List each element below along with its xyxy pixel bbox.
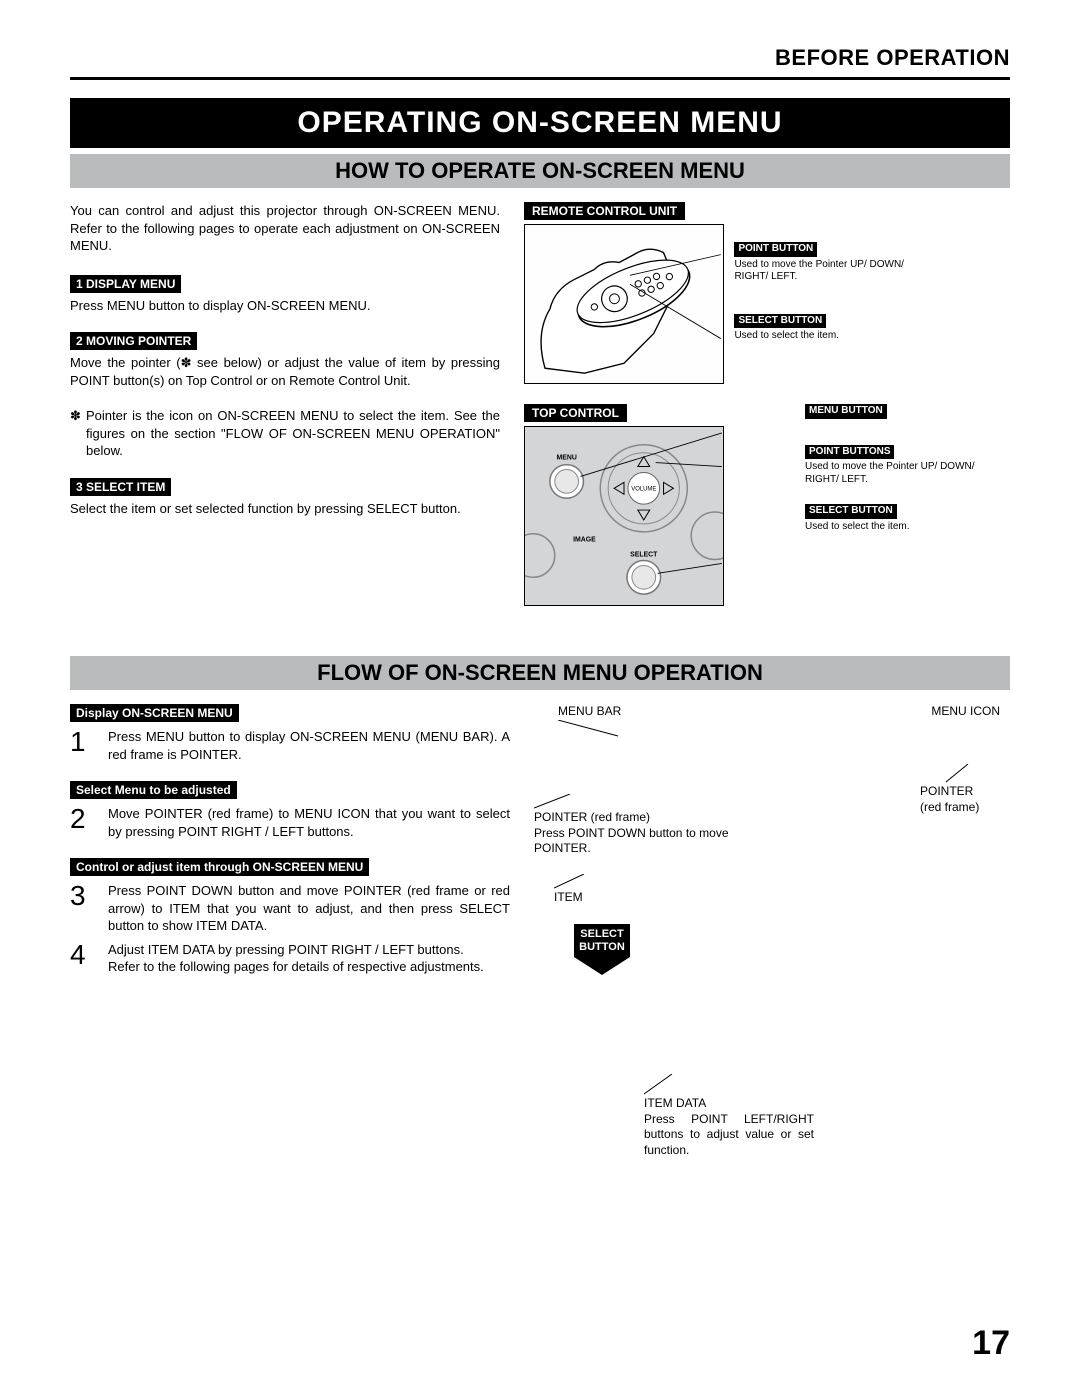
remote-diagram-title: REMOTE CONTROL UNIT [524, 202, 685, 220]
flow-step-1: 1 Press MENU button to display ON-SCREEN… [70, 728, 510, 763]
top-anno3-title: SELECT BUTTON [805, 504, 897, 519]
step2-text: Move the pointer (✽ see below) or adjust… [70, 354, 500, 389]
anno-itemdata: ITEM DATA Press POINT LEFT/RIGHT buttons… [644, 1074, 814, 1158]
top-anno2-title: POINT BUTTONS [805, 445, 894, 460]
top-anno2-text: Used to move the Pointer UP/ DOWN/ RIGHT… [805, 461, 1010, 486]
intro-text: You can control and adjust this projecto… [70, 202, 500, 255]
main-title: OPERATING ON-SCREEN MENU [70, 98, 1010, 148]
flow-num-4: 4 [70, 941, 94, 976]
remote-svg [525, 225, 723, 383]
topcontrol-svg: VOLUME MENU IMAGE SELECT [525, 427, 723, 605]
section1-heading: HOW TO OPERATE ON-SCREEN MENU [70, 154, 1010, 188]
pointer-note: ✽ Pointer is the icon on ON-SCREEN MENU … [70, 407, 500, 460]
anno-pointer2: POINTER (red frame) [920, 764, 1000, 815]
note-body: Pointer is the icon on ON-SCREEN MENU to… [86, 407, 500, 460]
flow-label-3: Control or adjust item through ON-SCREEN… [70, 858, 369, 876]
section1-right: REMOTE CONTROL UNIT [524, 202, 1010, 626]
remote-anno1-text: Used to move the Pointer UP/ DOWN/ RIGHT… [734, 259, 939, 284]
section2-body: Display ON-SCREEN MENU 1 Press MENU butt… [70, 704, 1010, 1164]
anno-item: ITEM [554, 874, 588, 906]
remote-anno2-title: SELECT BUTTON [734, 314, 826, 329]
top-anno3-text: Used to select the item. [805, 521, 1010, 534]
flow-body-1: Press MENU button to display ON-SCREEN M… [108, 728, 510, 763]
flow-body-3: Press POINT DOWN button and move POINTER… [108, 882, 510, 935]
top-anno1-text [805, 421, 1010, 431]
topcontrol-diagram: TOP CONTROL MENU BUTTON POINT BUTTONS Us… [524, 404, 1010, 606]
section1-left: You can control and adjust this projecto… [70, 202, 500, 626]
flow-num-2: 2 [70, 805, 94, 840]
step1-label: 1 DISPLAY MENU [70, 275, 181, 293]
section2-heading: FLOW OF ON-SCREEN MENU OPERATION [70, 656, 1010, 690]
page-section-header: BEFORE OPERATION [70, 45, 1010, 80]
note-marker: ✽ [70, 407, 86, 460]
section2-right: MENU BAR MENU ICON POINTER (red frame) P… [534, 704, 1010, 1164]
section2-left: Display ON-SCREEN MENU 1 Press MENU butt… [70, 704, 510, 1164]
anno-menuicon: MENU ICON [931, 704, 1000, 720]
top-annotations: MENU BUTTON POINT BUTTONS Used to move t… [805, 404, 1010, 547]
remote-anno1-title: POINT BUTTON [734, 242, 817, 257]
remote-annotations: POINT BUTTON Used to move the Pointer UP… [734, 224, 939, 357]
remote-illustration [524, 224, 724, 384]
remote-anno2-text: Used to select the item. [734, 330, 939, 343]
remote-diagram: REMOTE CONTROL UNIT [524, 202, 1010, 384]
flow-step-4: 4 Adjust ITEM DATA by pressing POINT RIG… [70, 941, 510, 976]
flow-step-2: 2 Move POINTER (red frame) to MENU ICON … [70, 805, 510, 840]
svg-text:SELECT: SELECT [630, 552, 658, 559]
flow-num-1: 1 [70, 728, 94, 763]
section1-body: You can control and adjust this projecto… [70, 202, 1010, 626]
step3-text: Select the item or set selected function… [70, 500, 500, 518]
flow-label-2: Select Menu to be adjusted [70, 781, 237, 799]
page-number: 17 [972, 1324, 1010, 1363]
anno-pointer1: POINTER (red frame) Press POINT DOWN but… [534, 794, 734, 857]
topcontrol-diagram-title: TOP CONTROL [524, 404, 627, 422]
step3-label: 3 SELECT ITEM [70, 478, 171, 496]
flow-body-2: Move POINTER (red frame) to MENU ICON th… [108, 805, 510, 840]
flow-step-3: 3 Press POINT DOWN button and move POINT… [70, 882, 510, 935]
flow-body-4: Adjust ITEM DATA by pressing POINT RIGHT… [108, 941, 510, 976]
topcontrol-illustration: VOLUME MENU IMAGE SELECT [524, 426, 724, 606]
step1-text: Press MENU button to display ON-SCREEN M… [70, 297, 500, 315]
svg-text:MENU: MENU [556, 455, 576, 462]
anno-menubar: MENU BAR [558, 704, 628, 738]
svg-text:VOLUME: VOLUME [631, 486, 656, 492]
svg-text:IMAGE: IMAGE [573, 537, 596, 544]
flow-label-1: Display ON-SCREEN MENU [70, 704, 239, 722]
select-button-arrow: SELECTBUTTON [574, 924, 630, 975]
top-anno1-title: MENU BUTTON [805, 404, 887, 419]
step2-label: 2 MOVING POINTER [70, 332, 197, 350]
flow-num-3: 3 [70, 882, 94, 935]
